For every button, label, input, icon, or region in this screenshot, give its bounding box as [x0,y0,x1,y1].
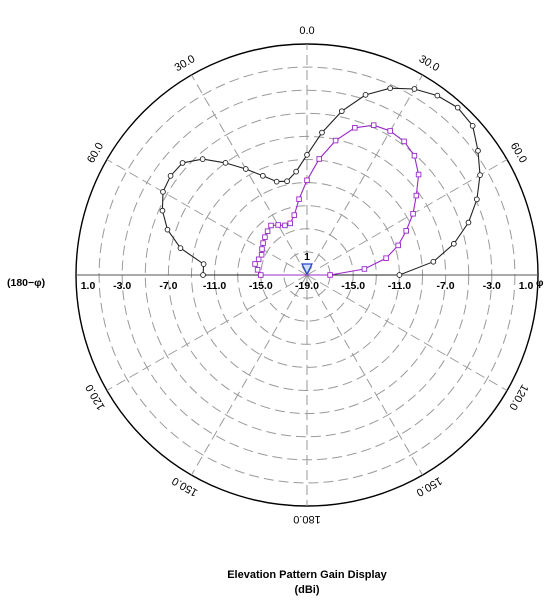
series-point [259,246,265,252]
marker-label: 1 [304,251,310,263]
series-point [268,222,274,229]
series-point [200,261,207,267]
series-point [167,173,174,179]
series-point [430,258,437,265]
series-point [304,177,310,184]
series-point [242,166,249,172]
series-point [293,168,299,175]
series-point [361,266,368,272]
series-point [160,188,166,195]
grid-spoke [306,274,423,476]
series-point [327,272,333,278]
series-point [275,222,281,228]
series-point [370,122,377,128]
series-point [291,212,298,218]
series-point [396,272,403,278]
chart-subtitle: (dBi) [294,584,319,596]
series-point [199,156,206,162]
radial-tick-label: -7.0 [437,280,455,292]
series-point [254,267,261,273]
center-marker [301,263,313,276]
series-point [474,196,480,203]
series-point [304,152,310,158]
series-point [469,122,476,129]
series-point [273,178,280,185]
grid-spoke [106,274,308,391]
radial-tick-label: -11.0 [388,280,412,292]
series-point [222,160,229,166]
angle-tick-label: 30.0 [173,53,198,74]
series-point [177,245,184,251]
series-point [383,255,389,261]
series-point [179,160,186,166]
series-point [316,156,322,162]
angle-tick-label: 0.0 [299,25,314,37]
series-point [413,192,420,199]
series-line [161,87,481,276]
series-point [262,234,268,240]
series-point [434,92,441,99]
series-point [258,272,264,278]
radial-tick-label: -15.0 [341,280,365,292]
grid-spoke [191,74,308,276]
radial-tick-label: -7.0 [159,280,177,292]
series-point [259,172,266,179]
grid-spoke [306,74,423,276]
series-point [411,152,418,159]
series-point [387,128,393,134]
grid-spoke [306,274,508,391]
series-point [403,228,409,234]
series-point [410,211,416,217]
series-point [477,172,483,178]
series-point [401,138,407,145]
series-point [282,222,288,229]
data-series: 1 [159,85,483,278]
series-point [200,272,206,278]
series-point [475,147,481,154]
series-point [319,129,325,136]
radial-tick-label: -3.0 [113,280,131,292]
radial-tick-label: 1.0 [519,280,534,292]
right-axis-label: φ [536,277,544,289]
chart-title: Elevation Pattern Gain Display [227,569,387,581]
radial-tick-label: 1.0 [81,280,96,292]
angle-tick-label: 60.0 [508,141,529,166]
angle-tick-label: 60.0 [85,141,106,166]
radial-tick-label: -15.0 [249,280,273,292]
angle-tick-label: 180.0 [293,513,321,525]
series-point [255,256,262,263]
left-axis-label: (180−φ) [7,277,45,289]
series-point [395,242,401,249]
series-line [254,124,420,276]
grid-spoke [106,159,308,276]
series-point [454,104,461,111]
grid-spoke [191,274,308,476]
series-point [287,220,293,227]
series-point [296,196,302,202]
radial-tick-label: -11.0 [203,280,227,292]
series-point [258,252,265,258]
series-point [415,171,422,178]
radial-tick-label: -19.0 [295,280,319,292]
series-point [352,125,358,131]
series-point [338,108,345,115]
angle-tick-label: 30.0 [417,53,442,74]
grid-spoke [306,159,508,276]
series-point [465,219,472,226]
series-point [387,85,394,92]
series-point [260,240,266,246]
series-point [252,261,258,267]
series-point [362,92,369,98]
series-point [164,226,171,233]
series-point [451,240,457,247]
radial-tick-label: -3.0 [483,280,501,292]
series-point [284,178,290,185]
series-point [264,228,271,234]
series-point [411,86,418,92]
series-point [332,137,339,144]
series-point [159,207,166,214]
